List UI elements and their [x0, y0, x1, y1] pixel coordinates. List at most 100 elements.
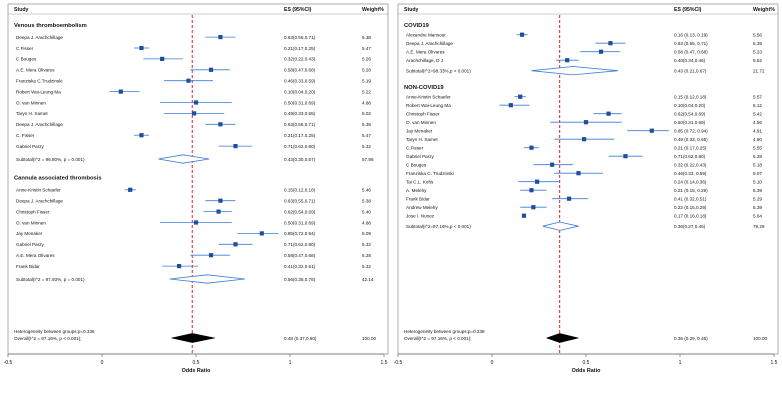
es-value: 0.58(0.47,0.68) — [284, 253, 316, 258]
study-label: Arachchillage, D J — [406, 58, 443, 63]
effect-marker — [521, 213, 527, 218]
effect-marker — [531, 205, 536, 210]
forest-panel-2: Study ES (95%CI) Weight% COVID19 Alexandre M… — [394, 3, 779, 374]
study-label: Taryn H. Samet — [406, 137, 438, 142]
weight-value: 5.32 — [362, 144, 371, 149]
weight-value: 5.18 — [753, 163, 762, 168]
x-tick-label: -0.5 — [394, 360, 403, 366]
study-label: Jay Menaker — [406, 129, 433, 134]
weight-value: 5.32 — [362, 242, 371, 247]
es-value: 0.49 (0.33, 0.65) — [674, 137, 708, 142]
x-axis-title: Odds Ratio — [182, 368, 211, 374]
study-label: Christoph Fisser — [16, 209, 50, 214]
es-value: 0.62(0.54,0.69) — [284, 209, 316, 214]
weight-value: 5.56 — [753, 33, 762, 38]
study-label: C.Fisser — [406, 146, 424, 151]
es-value: 0.21 (0.17,0.25) — [674, 146, 707, 151]
study-label: A.E. Mera Olivares — [16, 253, 55, 258]
panel-frame — [397, 3, 779, 355]
weight-value: 5.39 — [753, 205, 762, 210]
subtotal-diamond — [542, 221, 579, 231]
weight-value: 5.28 — [362, 253, 371, 258]
effect-marker — [233, 144, 238, 149]
effect-marker — [218, 122, 223, 127]
es-value: 0.63 (0.55, 0.71) — [674, 41, 708, 46]
subtotal-label: Subtotal(I^2=98.33%,p < 0.001) — [406, 69, 471, 74]
effect-marker — [623, 154, 628, 159]
subtotal-weight: 21.72 — [753, 69, 765, 74]
effect-marker — [582, 137, 587, 142]
overall-label: Overall(I^2 = 97.16%, p < 0.001); — [404, 336, 472, 341]
study-label: Deepa J. Arachchillage — [16, 35, 63, 40]
heterogeneity-label: Heterogeneity between groups:p=0.338 — [404, 329, 485, 334]
weight-value: 5.29 — [753, 197, 762, 202]
weight-value: 5.28 — [362, 68, 371, 73]
es-value: 0.50(0.31,0.69) — [284, 220, 316, 225]
effect-marker — [139, 133, 144, 138]
es-value: 0.32 (0.22,0.43) — [674, 163, 707, 168]
study-label: Jay Menaker — [16, 231, 43, 236]
es-value: 0.15(0.12,0.18) — [284, 188, 316, 193]
effect-marker — [193, 220, 199, 225]
subtotal-es: 0.43 (0.21,0.67) — [674, 69, 707, 74]
effect-marker — [529, 145, 534, 150]
study-label: Gabriel Parzy — [406, 154, 435, 159]
x-tick-label: 1.5 — [771, 360, 778, 366]
group-heading: COVID19 — [404, 23, 430, 29]
es-value: 0.21(0.17,0.25) — [284, 133, 316, 138]
overall-label: Overall(I^2 = 97.16%, p < 0.001); — [14, 336, 82, 341]
effect-marker — [186, 78, 191, 83]
effect-marker — [565, 58, 570, 63]
x-tick-label: 0 — [101, 360, 104, 366]
weight-value: 5.10 — [753, 180, 762, 185]
effect-marker — [529, 188, 534, 193]
subtotal-es: 0.36(0.27,0.46) — [674, 224, 706, 229]
weight-value: 5.47 — [362, 46, 371, 51]
es-value: 0.21 (0.15, 0.29) — [674, 188, 708, 193]
es-value: 0.50(0.31,0.69) — [284, 100, 316, 105]
es-value: 0.46(0.33, 0.59) — [674, 171, 707, 176]
study-label: Anne-Kristin Schaefer — [406, 95, 451, 100]
effect-marker — [218, 198, 223, 203]
weight-value: 5.02 — [362, 111, 371, 116]
effect-marker — [216, 209, 221, 214]
es-value: 0.50(0.31,0.69) — [674, 120, 706, 125]
forest-panel-1: Study ES (95%CI) Weight% Venous thromboembo… — [4, 3, 389, 374]
x-tick-label: 1.5 — [381, 360, 388, 366]
weight-value: 5.26 — [362, 57, 371, 62]
x-tick-label: 0 — [491, 360, 494, 366]
study-label: Franziska C. Trudzinski — [406, 171, 454, 176]
weight-value: 5.23 — [753, 50, 762, 55]
x-axis-title: Odds Ratio — [572, 368, 601, 374]
column-header-weight: Weight% — [362, 7, 384, 13]
effect-marker — [576, 171, 581, 176]
overall-es: 0.48 (0.37,0.60) — [284, 336, 317, 341]
weight-value: 5.64 — [753, 214, 762, 219]
subtotal-weight: 57.86 — [362, 157, 374, 162]
overall-weight: 100.00 — [362, 336, 376, 341]
column-header-es: ES (95%CI) — [674, 7, 702, 13]
es-value: 0.16 (0.13, 0.19) — [674, 33, 708, 38]
es-value: 0.22 (0.15,0.29) — [674, 205, 707, 210]
study-label: C Bouges — [406, 163, 427, 168]
weight-value: 5.39 — [753, 188, 762, 193]
weight-value: 5.38 — [362, 199, 371, 204]
subtotal-diamond — [158, 154, 210, 164]
effect-marker — [259, 231, 264, 236]
es-value: 0.63(0.55,0.71) — [284, 122, 316, 127]
weight-value: 4.80 — [753, 137, 762, 142]
effect-marker — [649, 128, 654, 133]
effect-marker — [519, 32, 525, 37]
effect-marker — [192, 111, 197, 116]
group-heading: Cannula associated thrombosis — [14, 176, 102, 182]
es-value: 0.40(0.34,0.46) — [674, 58, 706, 63]
subtotal-label: Subtotal(I^2=97.16%,p < 0.001) — [406, 224, 471, 229]
effect-marker — [508, 103, 513, 108]
heterogeneity-label: Heterogeneity between groups:p=0.336 — [14, 329, 95, 334]
es-value: 0.21(0.17,0.25) — [284, 46, 316, 51]
study-label: C Fisser — [16, 46, 34, 51]
es-value: 0.85(0.72,0.94) — [284, 231, 316, 236]
es-value: 0.32(0.22,0.43) — [284, 57, 316, 62]
weight-value: 4.86 — [362, 220, 371, 225]
study-label: O. van Minnen — [16, 220, 46, 225]
